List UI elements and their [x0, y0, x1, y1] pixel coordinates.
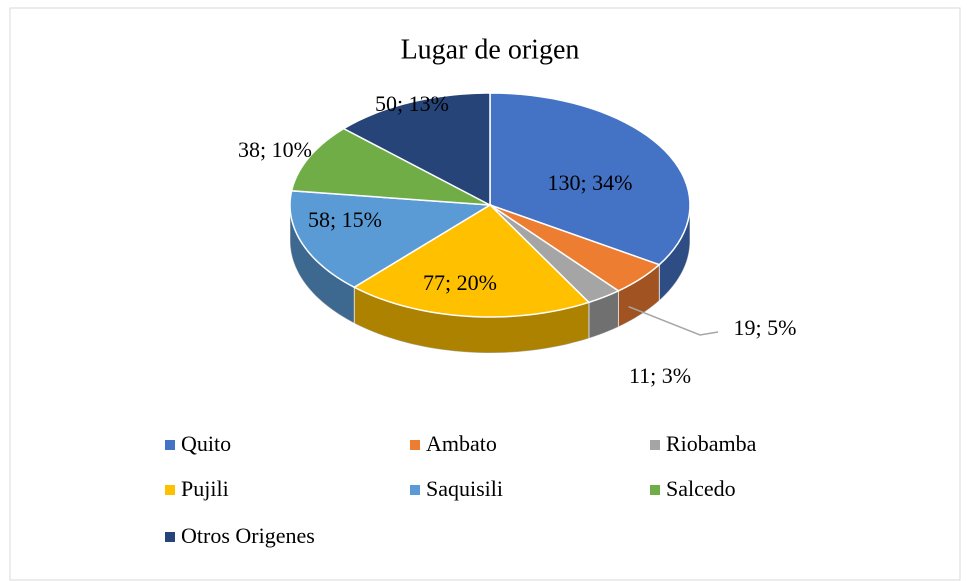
- slice: [289, 190, 493, 289]
- slice: [352, 204, 591, 318]
- legend-label: Ambato: [426, 431, 497, 456]
- slice: [342, 92, 491, 207]
- legend-swatch: [165, 440, 175, 450]
- data-label: 77; 20%: [423, 270, 497, 295]
- legend-label: Riobamba: [666, 431, 757, 456]
- slice-side-shade: [659, 205, 690, 301]
- slice: [290, 127, 491, 206]
- legend-label: Pujili: [181, 476, 229, 501]
- legend-label: Quito: [181, 431, 231, 456]
- legend-swatch: [410, 440, 420, 450]
- slice: [489, 204, 620, 304]
- legend-swatch: [650, 440, 660, 450]
- data-label: 130; 34%: [548, 170, 633, 195]
- slice-side-shade: [618, 264, 660, 327]
- slice-side-shade: [354, 287, 589, 353]
- legend-swatch: [410, 485, 420, 495]
- data-label: 50; 13%: [375, 91, 449, 116]
- legend-label: Otros Origenes: [181, 523, 315, 548]
- legend-swatch: [165, 485, 175, 495]
- data-label: 19; 5%: [734, 315, 797, 340]
- slice: [489, 92, 691, 266]
- slice-side-shade: [290, 205, 355, 324]
- slice: [489, 204, 661, 292]
- legend-swatch: [165, 532, 175, 542]
- data-label: 58; 15%: [308, 207, 382, 232]
- data-label: 11; 3%: [629, 363, 691, 388]
- legend-swatch: [650, 485, 660, 495]
- legend-label: Saquisili: [426, 476, 503, 501]
- legend-label: Salcedo: [666, 476, 736, 501]
- data-label: 38; 10%: [238, 137, 312, 162]
- chart-title: Lugar de origen: [401, 34, 580, 65]
- slice-side-shade: [588, 290, 619, 339]
- leader-line: [628, 305, 719, 336]
